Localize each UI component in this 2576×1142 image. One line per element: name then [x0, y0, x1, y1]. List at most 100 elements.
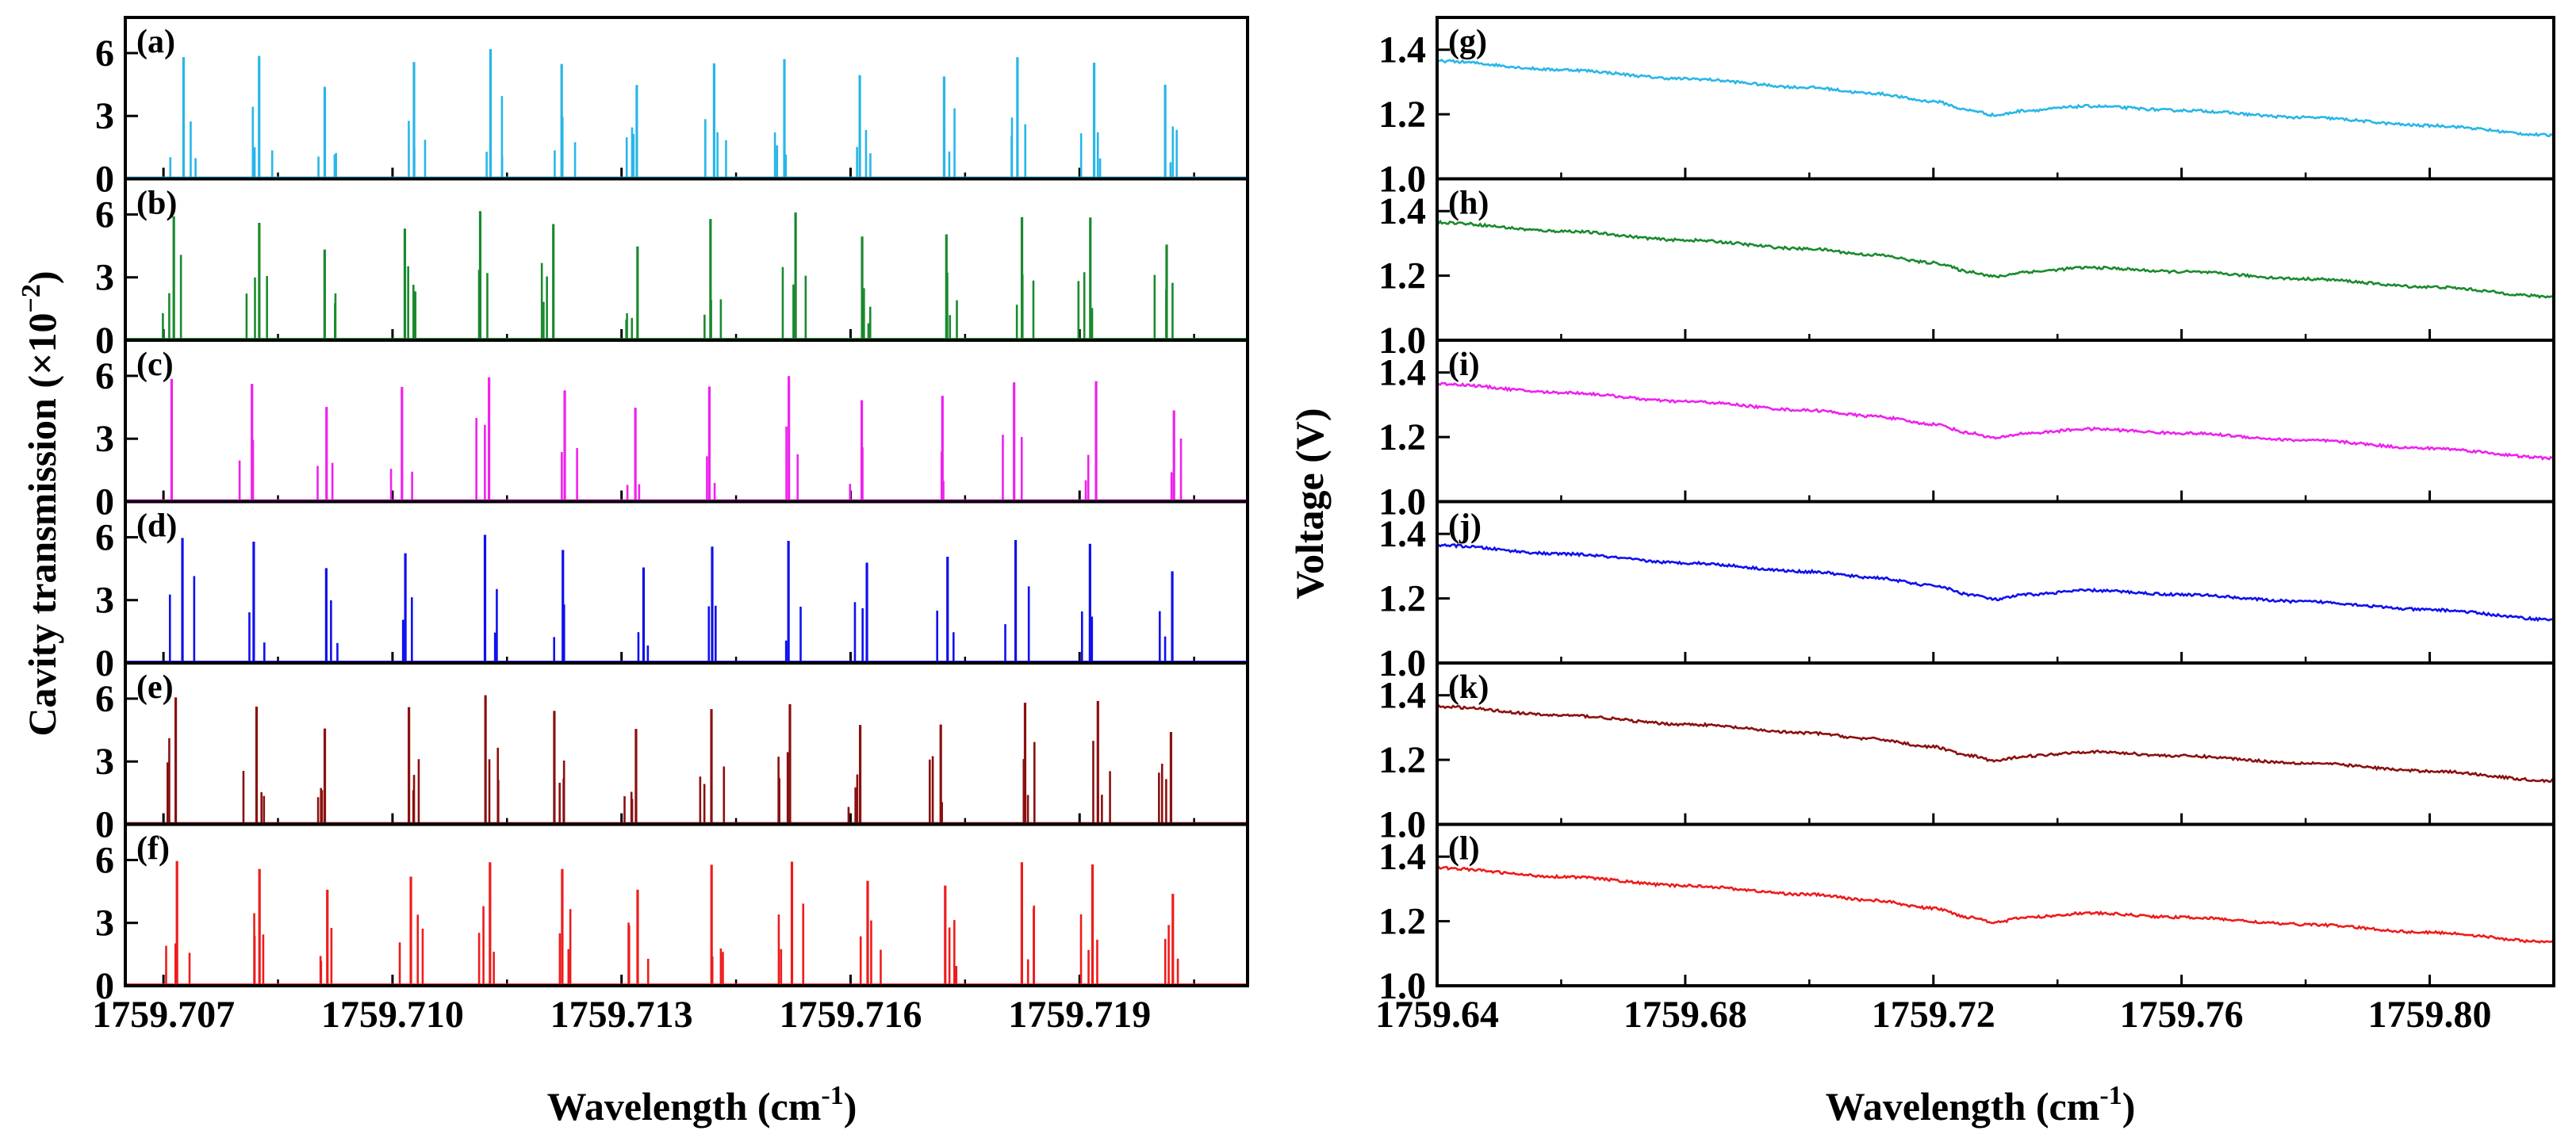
- y-tick-label: 3: [95, 580, 114, 622]
- voltage-series-line: [1437, 543, 2554, 623]
- y-tick-label: 6: [95, 194, 114, 236]
- y-tick-label: 1.2: [1378, 255, 1426, 297]
- right-xlabel-exp: -1: [2099, 1081, 2122, 1110]
- x-tick-label: 1759.710: [321, 994, 464, 1036]
- transmission-panel: 0 3 6 (b): [95, 177, 1249, 362]
- y-tick-label: 1.0: [1378, 320, 1426, 362]
- y-tick-label: 1.2: [1378, 901, 1426, 943]
- panel-label: (k): [1448, 669, 1489, 706]
- x-tick-label: 1759.80: [2368, 994, 2492, 1036]
- y-tick-label: 0: [95, 320, 114, 362]
- voltage-panel: 1.0 1.2 1.4 (j): [1378, 500, 2555, 684]
- right-x-axis-title: Wavelength (cm-1): [1826, 1081, 2136, 1129]
- y-tick-label: 1.4: [1378, 836, 1426, 878]
- transmission-series: [125, 376, 1248, 502]
- x-tick-label: 1759.719: [1008, 994, 1151, 1036]
- y-tick-label: 0: [95, 642, 114, 684]
- left-ylabel-exp: −2: [17, 284, 46, 312]
- y-tick-label: 6: [95, 33, 114, 75]
- panel-label: (g): [1448, 24, 1487, 60]
- y-tick-label: 1.0: [1378, 965, 1426, 1007]
- voltage-series-line: [1437, 865, 2554, 944]
- transmission-panel: 0 3 6 (a): [95, 16, 1249, 201]
- y-tick-label: 6: [95, 355, 114, 397]
- left-panel-group: 0 3 6 (a) 0 3 6 (b) 0 3 6 (c) 0 3 6 (d) 0 3 6 (e) 0 3 6 1759.70…: [92, 16, 1249, 1036]
- y-tick-label: 6: [95, 516, 114, 558]
- y-tick-label: 3: [95, 418, 114, 460]
- y-tick-label: 0: [95, 159, 114, 201]
- panel-frame: [124, 500, 1249, 665]
- right-xlabel-close: ): [2122, 1084, 2136, 1129]
- left-xlabel-exp: -1: [821, 1081, 843, 1110]
- panel-label: (c): [136, 347, 174, 383]
- y-tick-label: 6: [95, 678, 114, 720]
- voltage-panel: 1.0 1.2 1.4 (g): [1378, 16, 2555, 201]
- left-ylabel-main: Cavity transmission (×10: [20, 312, 64, 736]
- panel-frame: [1436, 16, 2555, 181]
- panel-frame: [1436, 661, 2555, 826]
- y-tick-label: 3: [95, 95, 114, 137]
- y-tick-label: 1.4: [1378, 29, 1426, 71]
- panel-frame: [1436, 177, 2555, 342]
- panel-frame: [1436, 500, 2555, 665]
- panel-frame: [1436, 822, 2555, 987]
- panel-label: (f): [136, 831, 170, 868]
- left-y-axis-title: Cavity transmission (×10−2): [17, 270, 64, 736]
- voltage-panel: 1.0 1.2 1.4 1759.64 1759.68 1759.72 1759.76 175…: [1375, 822, 2555, 1036]
- transmission-series: [125, 695, 1248, 825]
- voltage-series-line: [1437, 58, 2554, 138]
- x-tick-label: 1759.72: [1872, 994, 1995, 1036]
- y-tick-label: 1.2: [1378, 416, 1426, 458]
- y-tick-label: 1.4: [1378, 513, 1426, 555]
- y-tick-label: 1.0: [1378, 159, 1426, 201]
- x-tick-label: 1759.76: [2120, 994, 2244, 1036]
- panel-label: (h): [1448, 186, 1489, 222]
- y-tick-label: 1.0: [1378, 481, 1426, 523]
- transmission-series: [125, 211, 1248, 340]
- left-xlabel-main: Wavelength (cm: [547, 1084, 822, 1129]
- panel-label: (a): [136, 24, 175, 60]
- panel-frame: [124, 661, 1249, 826]
- x-tick-label: 1759.716: [779, 994, 922, 1036]
- panel-frame: [1436, 339, 2555, 504]
- y-tick-label: 0: [95, 804, 114, 846]
- transmission-panel: 0 3 6 (d): [95, 500, 1249, 684]
- x-tick-label: 1759.713: [550, 994, 693, 1036]
- voltage-series-line: [1437, 381, 2554, 461]
- y-tick-label: 1.2: [1378, 578, 1426, 620]
- right-panel-group: 1.01.21.4 (g)1.01.21.4 (h)1.01.21.4 (i)1.01…: [1375, 16, 2555, 1036]
- x-tick-label: 1759.707: [92, 994, 235, 1036]
- transmission-panel: 0 3 6 (e): [95, 661, 1249, 846]
- panel-frame: [124, 339, 1249, 504]
- voltage-panel: 1.0 1.2 1.4 (h): [1378, 177, 2555, 362]
- left-x-axis-title: Wavelength (cm-1): [547, 1081, 857, 1129]
- panel-frame: [124, 16, 1249, 181]
- y-tick-label: 1.4: [1378, 675, 1426, 717]
- x-tick-label: 1759.64: [1375, 994, 1499, 1036]
- y-tick-label: 1.4: [1378, 190, 1426, 232]
- left-xlabel-close: ): [844, 1084, 857, 1129]
- panel-label: (j): [1448, 508, 1482, 545]
- transmission-panel: 0 3 6 1759.707 1759.710 1759.713 1759.716 1759.…: [92, 822, 1249, 1036]
- transmission-series: [125, 860, 1248, 986]
- voltage-series-line: [1437, 704, 2554, 784]
- y-tick-label: 1.0: [1378, 804, 1426, 846]
- voltage-panel: 1.0 1.2 1.4 (k): [1378, 661, 2555, 846]
- transmission-series: [125, 48, 1248, 179]
- y-tick-label: 1.2: [1378, 739, 1426, 781]
- panel-label: (l): [1448, 831, 1480, 868]
- right-xlabel-main: Wavelength (cm: [1826, 1084, 2100, 1129]
- panel-frame: [124, 822, 1249, 987]
- y-tick-label: 3: [95, 902, 114, 945]
- y-tick-label: 0: [95, 965, 114, 1007]
- y-tick-label: 6: [95, 839, 114, 881]
- y-tick-label: 3: [95, 257, 114, 299]
- panel-label: (d): [136, 508, 177, 545]
- transmission-series: [125, 535, 1248, 663]
- y-tick-label: 3: [95, 741, 114, 783]
- voltage-panel: 1.0 1.2 1.4 (i): [1378, 339, 2555, 523]
- panel-label: (i): [1448, 347, 1480, 383]
- voltage-series-line: [1437, 219, 2554, 299]
- panel-label: (e): [136, 669, 174, 706]
